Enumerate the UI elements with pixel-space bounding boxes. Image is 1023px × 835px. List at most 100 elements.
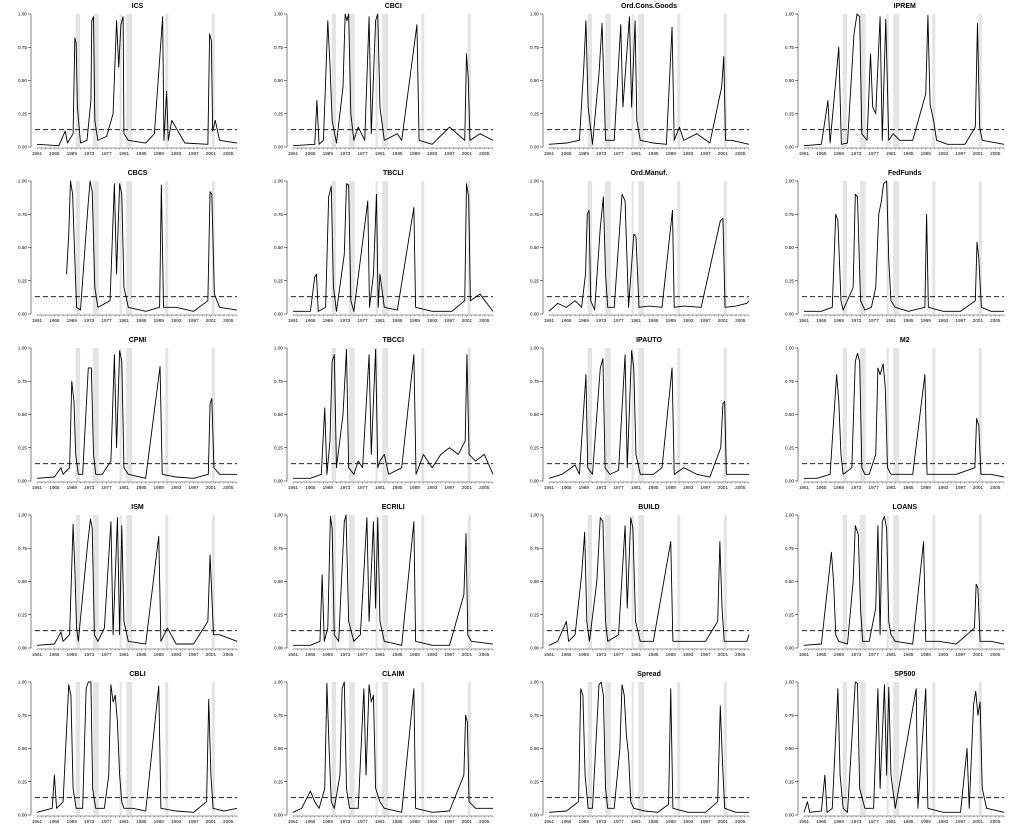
series-line	[803, 681, 1005, 813]
recession-band	[75, 181, 81, 314]
x-tick-label: 1965	[305, 819, 316, 824]
panel-title: CPMI	[128, 337, 147, 344]
y-tick-label: 0.00	[18, 813, 27, 818]
x-tick-label: 1961	[32, 151, 43, 156]
panel-plot: 0.00 0.25 0.50 0.75 1.00 1961 1965 1969 1973 1977…	[18, 12, 238, 156]
x-tick-label: 2001	[717, 819, 728, 824]
x-tick-label: 1989	[665, 652, 676, 657]
recession-band	[860, 181, 866, 314]
x-tick-label: 2005	[479, 485, 490, 490]
y-tick-label: 0.75	[18, 212, 27, 217]
recession-band	[587, 348, 592, 481]
recession-band	[211, 682, 215, 815]
x-tick-label: 1961	[543, 485, 554, 490]
panel-cbli: CBLI 0.00 0.25 0.50 0.75 1.00 1961 1965 1969 1973…	[0, 668, 255, 835]
y-tick-label: 1.00	[530, 346, 539, 351]
x-tick-label: 2001	[717, 652, 728, 657]
series-line	[804, 515, 1005, 646]
recession-band	[165, 181, 169, 314]
recession-band	[331, 14, 336, 147]
recession-band	[723, 14, 727, 147]
x-tick-label: 1981	[886, 485, 897, 490]
x-tick-label: 1997	[444, 485, 455, 490]
x-tick-label: 1977	[869, 318, 880, 323]
x-tick-label: 1973	[851, 652, 862, 657]
y-tick-label: 0.75	[274, 379, 283, 384]
recession-band	[842, 181, 848, 314]
x-tick-label: 1973	[340, 652, 351, 657]
x-tick-label: 1985	[136, 485, 147, 490]
x-tick-label: 1973	[596, 151, 607, 156]
recession-band	[860, 348, 866, 481]
panel-plot: 0.00 0.25 0.50 0.75 1.00 1961 1965 1969 1973 1977…	[18, 513, 238, 657]
x-tick-label: 1981	[375, 485, 386, 490]
x-tick-label: 1961	[288, 485, 299, 490]
y-tick-label: 0.75	[785, 379, 794, 384]
y-tick-label: 0.25	[18, 111, 27, 116]
x-tick-label: 1969	[834, 652, 845, 657]
y-tick-label: 0.25	[530, 612, 539, 617]
x-tick-label: 1981	[630, 151, 641, 156]
x-tick-label: 1977	[101, 819, 112, 824]
recession-band	[165, 682, 169, 815]
x-tick-label: 1997	[700, 819, 711, 824]
x-tick-label: 2005	[735, 318, 746, 323]
recession-band	[932, 348, 936, 481]
x-tick-label: 1973	[596, 819, 607, 824]
x-tick-label: 1977	[613, 318, 624, 323]
y-tick-label: 0.25	[18, 612, 27, 617]
recession-band	[75, 14, 81, 147]
panel-ecrili: ECRILI 0.00 0.25 0.50 0.75 1.00 1961 1965 1969 19…	[256, 501, 511, 668]
y-tick-label: 0.50	[274, 245, 283, 250]
y-tick-label: 0.00	[785, 813, 794, 818]
y-tick-label: 0.00	[785, 646, 794, 651]
x-tick-label: 1973	[851, 819, 862, 824]
panel-title: SP500	[894, 671, 916, 678]
x-tick-label: 1973	[84, 652, 95, 657]
x-tick-label: 1961	[543, 151, 554, 156]
panel-m2: M2 0.00 0.25 0.50 0.75 1.00 1961 1965 1969 1973 19…	[767, 334, 1022, 501]
x-tick-label: 1985	[648, 652, 659, 657]
x-tick-label: 1969	[578, 318, 589, 323]
x-tick-label: 1973	[340, 151, 351, 156]
x-tick-label: 1981	[119, 485, 130, 490]
y-tick-label: 0.75	[530, 713, 539, 718]
panel-tbcci: TBCCI 0.00 0.25 0.50 0.75 1.00 1961 1965 1969 197…	[256, 334, 511, 501]
panel-spread: Spread 0.00 0.25 0.50 0.75 1.00 1961 1965 1969 19…	[512, 668, 767, 835]
panel-title: LOANS	[892, 504, 918, 511]
x-tick-label: 1965	[817, 819, 828, 824]
x-tick-label: 1985	[648, 318, 659, 323]
panel-cbcs: CBCS 0.00 0.25 0.50 0.75 1.00 1961 1965 1969 1973…	[0, 167, 255, 334]
panel-cpmi: CPMI 0.00 0.25 0.50 0.75 1.00 1961 1965 1969 1973…	[0, 334, 255, 501]
x-tick-label: 1993	[171, 819, 182, 824]
x-tick-label: 1997	[700, 151, 711, 156]
x-tick-label: 1969	[834, 819, 845, 824]
x-tick-label: 1993	[938, 819, 949, 824]
recession-band	[587, 682, 592, 815]
x-tick-label: 1961	[799, 652, 810, 657]
y-tick-label: 0.00	[18, 646, 27, 651]
x-tick-label: 1977	[613, 652, 624, 657]
x-tick-label: 1985	[903, 485, 914, 490]
y-tick-label: 0.00	[274, 646, 283, 651]
x-tick-label: 1965	[49, 151, 60, 156]
x-tick-label: 1981	[119, 151, 130, 156]
x-tick-label: 1985	[392, 151, 403, 156]
x-tick-label: 1969	[578, 652, 589, 657]
y-tick-label: 1.00	[530, 680, 539, 685]
y-tick-label: 0.00	[274, 479, 283, 484]
x-tick-label: 1961	[288, 318, 299, 323]
y-tick-label: 1.00	[785, 179, 794, 184]
panel-plot: 0.00 0.25 0.50 0.75 1.00 1961 1965 1969 1973 1977…	[18, 346, 238, 490]
panel-title: BUILD	[638, 504, 660, 511]
x-tick-label: 1993	[171, 318, 182, 323]
x-tick-label: 1965	[49, 485, 60, 490]
recession-band	[893, 14, 900, 147]
x-tick-label: 2001	[206, 485, 217, 490]
y-tick-label: 1.00	[18, 12, 27, 17]
x-tick-label: 1973	[596, 318, 607, 323]
y-tick-label: 0.25	[530, 779, 539, 784]
y-tick-label: 0.50	[530, 245, 539, 250]
recession-band	[637, 181, 644, 314]
recession-band	[375, 181, 378, 314]
